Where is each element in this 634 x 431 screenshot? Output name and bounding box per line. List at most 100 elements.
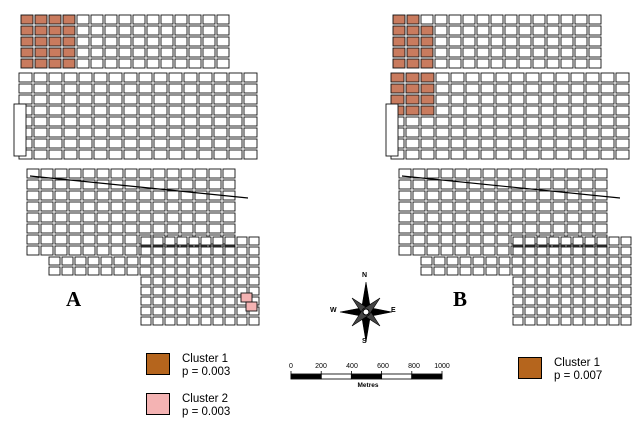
city-block: [176, 296, 188, 306]
scale-tick-label: 0: [289, 363, 293, 370]
city-block: [108, 127, 123, 138]
city-block: [48, 105, 63, 116]
city-block: [26, 179, 40, 190]
city-block: [26, 212, 40, 223]
panel-b-map: [385, 14, 632, 326]
city-block: [168, 83, 183, 94]
city-block: [620, 296, 632, 306]
city-block: [188, 236, 200, 246]
city-block: [104, 25, 118, 36]
city-block: [434, 47, 448, 58]
city-block: [224, 296, 236, 306]
city-block: [76, 47, 90, 58]
city-block: [426, 234, 440, 245]
city-block: [176, 316, 188, 326]
city-block: [54, 201, 68, 212]
city-block: [243, 94, 258, 105]
city-block: [76, 14, 90, 25]
city-block: [78, 149, 93, 160]
city-block: [40, 245, 54, 256]
city-block: [78, 105, 93, 116]
city-block: [194, 212, 208, 223]
city-block: [555, 83, 570, 94]
city-block: [496, 168, 510, 179]
city-block: [152, 306, 164, 316]
city-block: [140, 306, 152, 316]
city-block: [594, 179, 608, 190]
city-block: [572, 306, 584, 316]
city-block: [574, 36, 588, 47]
city-block: [168, 127, 183, 138]
cluster-block: [34, 47, 48, 58]
city-block: [448, 58, 462, 69]
city-block: [113, 266, 126, 276]
city-block: [560, 266, 572, 276]
city-block: [212, 246, 224, 256]
city-block: [405, 127, 420, 138]
city-block: [26, 245, 40, 256]
city-block: [472, 256, 485, 266]
city-block: [132, 25, 146, 36]
city-block: [174, 14, 188, 25]
city-block: [560, 14, 574, 25]
city-block: [110, 245, 124, 256]
city-block: [398, 190, 412, 201]
city-block: [426, 190, 440, 201]
cluster-block: [48, 14, 62, 25]
cluster-block: [62, 47, 76, 58]
city-block: [63, 127, 78, 138]
city-block: [198, 149, 213, 160]
cluster-block: [405, 72, 420, 83]
city-block: [532, 58, 546, 69]
city-block: [450, 138, 465, 149]
city-block: [224, 316, 236, 326]
city-block: [166, 212, 180, 223]
city-block: [152, 266, 164, 276]
city-block: [555, 127, 570, 138]
cluster-block: [405, 105, 420, 116]
city-block: [248, 256, 260, 266]
city-block: [100, 256, 113, 266]
city-block: [540, 127, 555, 138]
city-block: [216, 25, 230, 36]
city-block: [620, 276, 632, 286]
city-block: [572, 236, 584, 246]
city-block: [584, 316, 596, 326]
city-block: [63, 83, 78, 94]
city-block: [585, 138, 600, 149]
city-block: [202, 58, 216, 69]
city-block: [138, 138, 153, 149]
city-block: [454, 201, 468, 212]
city-block: [468, 168, 482, 179]
city-block: [472, 266, 485, 276]
city-block: [132, 14, 146, 25]
city-block: [108, 105, 123, 116]
city-block: [236, 306, 248, 316]
city-block: [168, 72, 183, 83]
city-block: [82, 179, 96, 190]
city-block: [208, 201, 222, 212]
city-block: [525, 94, 540, 105]
city-block: [138, 116, 153, 127]
city-block: [620, 266, 632, 276]
cluster-block: [392, 25, 406, 36]
city-block: [40, 201, 54, 212]
city-block: [87, 266, 100, 276]
city-block: [174, 58, 188, 69]
city-block: [560, 316, 572, 326]
city-block: [495, 72, 510, 83]
city-block: [124, 190, 138, 201]
city-block: [48, 83, 63, 94]
city-block: [450, 149, 465, 160]
city-block: [572, 276, 584, 286]
city-block: [87, 256, 100, 266]
cluster-block: [420, 47, 434, 58]
city-block: [82, 201, 96, 212]
city-block: [96, 245, 110, 256]
city-block: [248, 266, 260, 276]
city-block: [540, 116, 555, 127]
cluster-block: [406, 14, 420, 25]
city-block: [180, 168, 194, 179]
city-block: [152, 190, 166, 201]
